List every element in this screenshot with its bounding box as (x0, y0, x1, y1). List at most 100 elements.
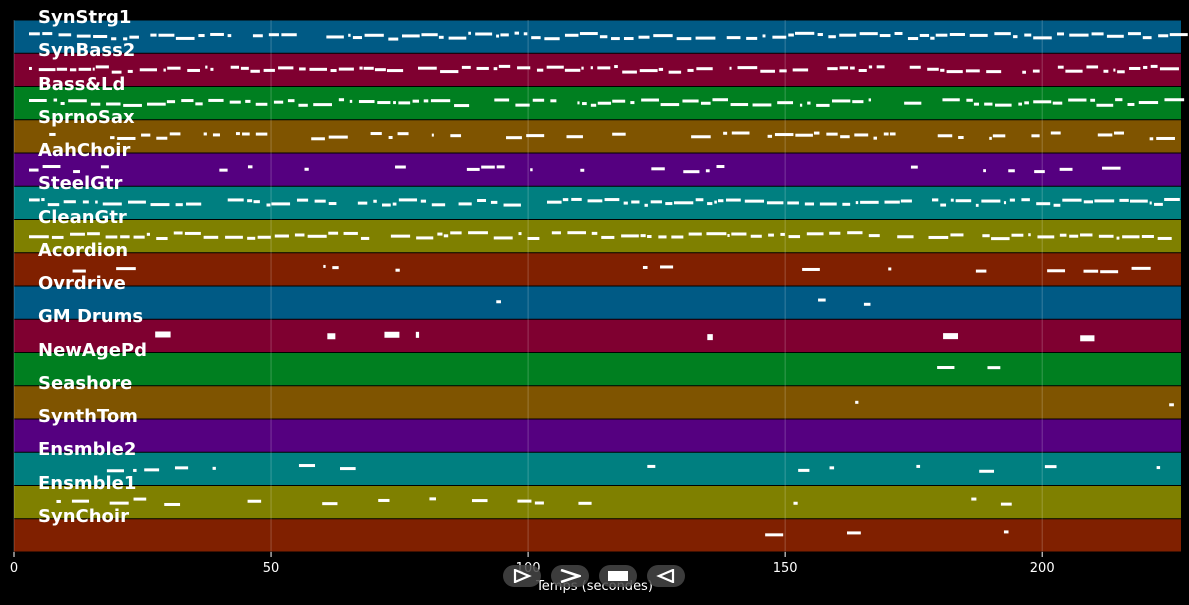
note (567, 231, 587, 235)
note (146, 232, 150, 236)
note (904, 101, 922, 105)
note (638, 35, 650, 39)
note (71, 499, 90, 503)
note (166, 100, 176, 104)
note (994, 32, 1011, 36)
note (494, 98, 510, 102)
track-lane (14, 120, 1181, 153)
note (658, 235, 667, 239)
stop-button[interactable] (599, 565, 637, 587)
note (850, 66, 855, 70)
note (527, 236, 540, 240)
note (475, 32, 493, 36)
note (1069, 33, 1089, 37)
note (950, 233, 964, 237)
note (29, 32, 40, 36)
note (357, 201, 368, 205)
note (1034, 170, 1045, 174)
note (338, 67, 354, 71)
note (468, 31, 471, 35)
x-tick-label: 50 (262, 561, 280, 576)
note (128, 200, 146, 204)
note (477, 198, 487, 202)
note (117, 136, 136, 140)
note (1083, 269, 1099, 273)
note (271, 202, 291, 206)
note (1003, 201, 1007, 205)
forward-button[interactable] (551, 565, 589, 587)
note (580, 168, 585, 172)
note (546, 65, 564, 69)
rewind-button[interactable] (647, 565, 685, 587)
playback-controls[interactable] (503, 565, 693, 587)
note (370, 132, 382, 136)
note (909, 65, 921, 69)
note (979, 469, 995, 473)
note (1083, 200, 1093, 204)
note (714, 200, 717, 204)
note (110, 136, 115, 140)
note (986, 70, 1002, 74)
note (498, 64, 511, 68)
note (257, 235, 271, 239)
note (531, 36, 541, 40)
note (73, 170, 80, 174)
note (750, 234, 762, 238)
note (688, 232, 702, 236)
note (981, 199, 1001, 203)
note (146, 102, 166, 106)
note (503, 203, 521, 207)
note (95, 65, 109, 69)
note (768, 233, 774, 237)
note (68, 99, 87, 103)
note (855, 400, 859, 404)
note (278, 66, 294, 70)
note (195, 102, 203, 106)
note (819, 202, 837, 206)
track-lane (14, 386, 1181, 419)
note (1149, 137, 1154, 141)
note (328, 135, 348, 139)
note (795, 31, 815, 35)
note (252, 34, 263, 38)
note (802, 267, 820, 271)
note (958, 135, 964, 139)
note (42, 32, 53, 36)
note (240, 66, 249, 70)
note (1169, 33, 1188, 37)
note (29, 198, 40, 202)
note (253, 200, 260, 204)
note (481, 165, 495, 169)
note (579, 32, 598, 36)
note (1142, 36, 1152, 40)
note (730, 103, 749, 107)
note (1143, 65, 1148, 69)
note (1036, 202, 1051, 206)
note (327, 333, 336, 340)
note (631, 200, 640, 204)
note (1022, 70, 1026, 74)
note (116, 267, 136, 271)
track-lane (14, 353, 1181, 386)
note (799, 103, 803, 107)
note (123, 103, 142, 107)
note (203, 132, 207, 136)
play-icon (513, 569, 532, 583)
note (120, 235, 130, 239)
note (673, 201, 694, 205)
note (873, 136, 877, 140)
note (210, 32, 224, 36)
note (987, 366, 1001, 370)
note (658, 67, 664, 71)
note (1028, 233, 1031, 237)
note (665, 202, 673, 206)
note (942, 98, 960, 102)
note (566, 135, 583, 139)
note (705, 169, 710, 173)
note (601, 235, 615, 239)
track-lane (14, 452, 1181, 485)
note (105, 235, 118, 239)
note (1097, 133, 1113, 137)
play-button[interactable] (503, 565, 541, 587)
